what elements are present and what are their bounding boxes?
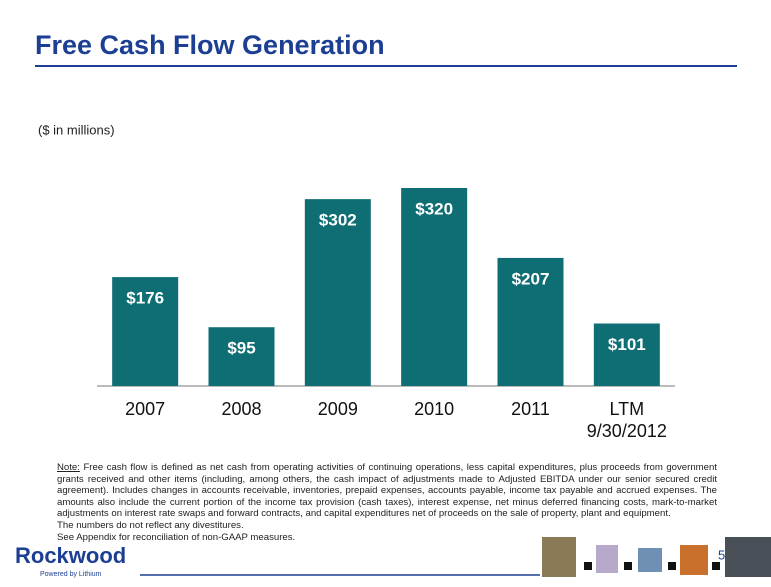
value-label: $207: [512, 269, 550, 288]
bar: [497, 257, 564, 386]
bar: [208, 327, 275, 386]
note-line: The numbers do not reflect any divestitu…: [57, 519, 244, 531]
bar: [304, 199, 371, 386]
bullet: [668, 562, 676, 570]
note-line: See Appendix for reconciliation of non-G…: [57, 531, 296, 543]
value-label: $95: [227, 339, 255, 358]
image: [542, 537, 576, 577]
footer-images: [542, 537, 771, 577]
bar: [112, 277, 179, 386]
x-tick-label: 2011: [511, 399, 550, 419]
image: [638, 548, 662, 572]
value-label: $176: [126, 289, 164, 308]
bullet: [584, 562, 592, 570]
subtitle: ($ in millions): [38, 122, 115, 137]
bar: [593, 323, 660, 386]
bar: [401, 188, 468, 386]
note-text: Free cash flow is defined as net cash fr…: [57, 462, 717, 520]
image: [680, 545, 708, 575]
chart-title: Free Cash Flow Generation: [35, 30, 385, 60]
x-tick-label: LTM 9/30/2012: [587, 399, 667, 441]
value-label: $302: [319, 211, 357, 230]
value-label: $101: [608, 335, 646, 354]
footer-logo: Rockwood Powered by Lithium: [15, 543, 126, 578]
bullet: [624, 562, 632, 570]
x-tick-label: 2010: [414, 399, 454, 419]
x-tick-label: 2007: [125, 399, 165, 419]
bullet: [712, 562, 720, 570]
x-tick-label: 2009: [318, 399, 358, 419]
tagline: Powered by Lithium: [40, 571, 102, 578]
x-tick-label: 2008: [221, 399, 261, 419]
footnote: Note: Free cash flow is defined as net c…: [57, 462, 717, 543]
image: [725, 537, 771, 577]
value-label: $320: [415, 199, 453, 218]
logo: Rockwood: [15, 543, 126, 568]
image: [596, 545, 618, 573]
note-label: Note:: [57, 462, 80, 473]
page-number: 5: [718, 547, 725, 562]
